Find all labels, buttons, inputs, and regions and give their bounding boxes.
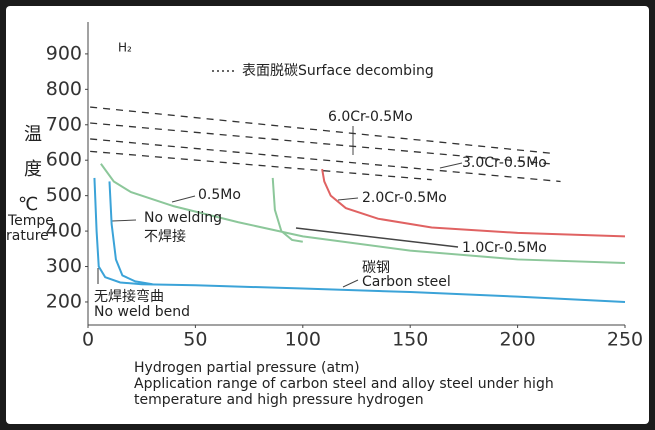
x-label: temperature and high pressure hydrogen xyxy=(134,392,424,408)
curve xyxy=(90,150,432,181)
x-tick-label: 250 xyxy=(607,329,643,351)
curve xyxy=(100,163,626,264)
annotation: 3.0Cr-0.5Mo xyxy=(462,155,547,171)
annotation: 1.0Cr-0.5Mo xyxy=(462,240,547,256)
y-tick-label: 700 xyxy=(46,113,82,135)
x-tick-label: 50 xyxy=(183,329,207,351)
curve xyxy=(321,168,626,238)
y-label: 温 xyxy=(24,124,42,145)
annotation: Carbon steel xyxy=(362,274,451,290)
y-tick-label: 300 xyxy=(46,255,82,277)
x-label: Application range of carbon steel and al… xyxy=(134,376,554,392)
y-label: Tempe xyxy=(7,213,54,229)
title: H₂ xyxy=(118,41,132,55)
annotation: 不焊接 xyxy=(144,228,186,245)
x-tick-label: 0 xyxy=(82,329,94,351)
panel xyxy=(6,6,649,424)
y-label: ℃ xyxy=(18,194,38,215)
y-label: 度 xyxy=(24,159,42,180)
x-tick-label: 150 xyxy=(392,329,428,351)
curve xyxy=(93,177,626,303)
annotation: 碳钢 xyxy=(362,260,390,276)
curve xyxy=(90,138,561,183)
y-label: rature xyxy=(6,228,49,244)
annotation: 无焊接弯曲 xyxy=(94,288,164,305)
y-tick-label: 500 xyxy=(46,184,82,206)
y-tick-label: 400 xyxy=(46,220,82,242)
annotation: No welding xyxy=(144,210,222,226)
y-tick-label: 200 xyxy=(46,290,82,312)
legend-text: 表面脱碳Surface decombing xyxy=(242,63,434,79)
y-tick-label: 600 xyxy=(46,149,82,171)
annotation: 0.5Mo xyxy=(198,187,241,203)
annotation: No weld bend xyxy=(94,304,190,320)
y-tick-label: 800 xyxy=(46,78,82,100)
annotation: 6.0Cr-0.5Mo xyxy=(328,109,413,125)
x-tick-label: 100 xyxy=(285,329,321,351)
annotation: 2.0Cr-0.5Mo xyxy=(362,190,447,206)
curve xyxy=(271,177,303,243)
pointers xyxy=(111,126,463,288)
y-tick-label: 900 xyxy=(46,42,82,64)
x-label: Hydrogen partial pressure (atm) xyxy=(134,360,360,376)
x-tick-label: 200 xyxy=(499,329,535,351)
curve xyxy=(108,181,153,286)
